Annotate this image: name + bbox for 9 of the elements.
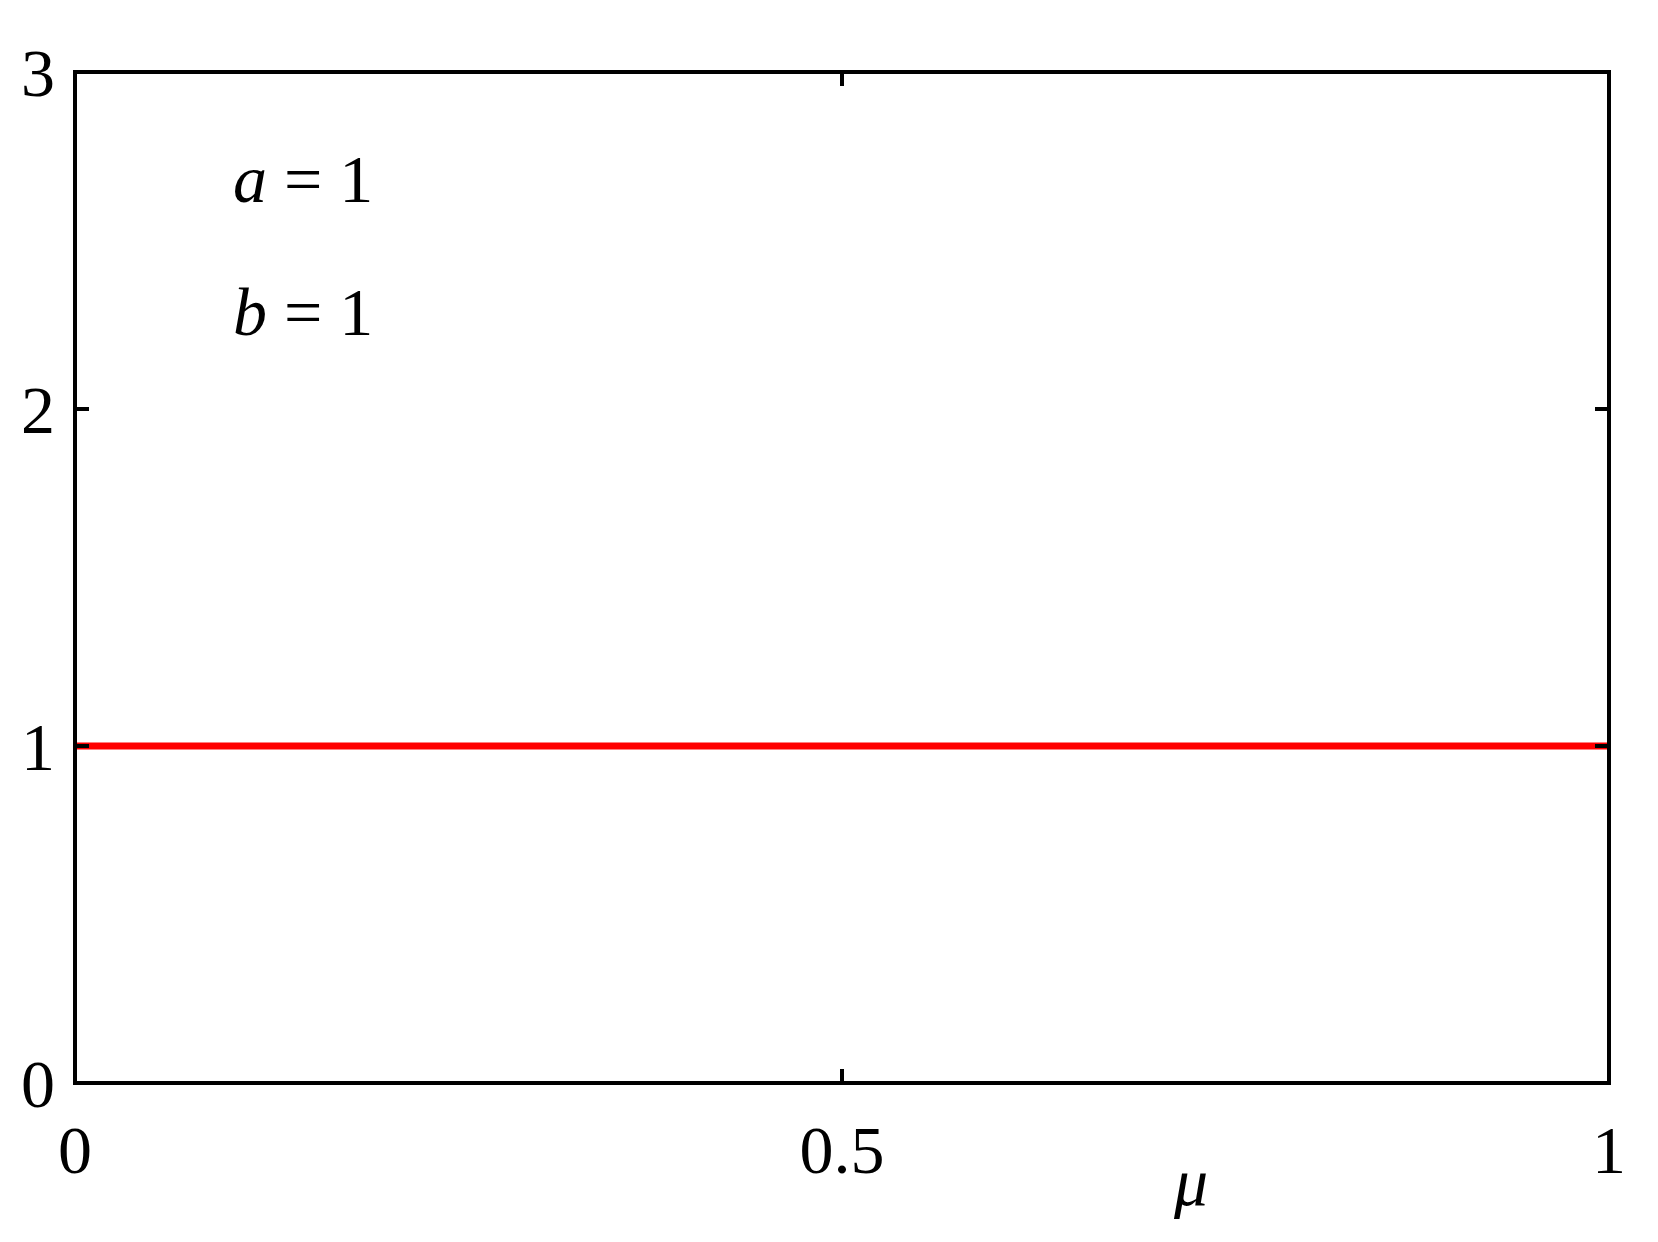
y-tick-label: 2	[21, 372, 55, 448]
x-axis-title: μ	[1172, 1144, 1209, 1220]
annotation: b = 1	[233, 274, 374, 350]
x-tick-label: 1	[1592, 1112, 1626, 1188]
y-tick-label: 3	[21, 35, 55, 111]
y-tick-label: 0	[21, 1046, 55, 1122]
annotation: a = 1	[233, 141, 374, 217]
x-tick-label: 0.5	[799, 1112, 885, 1188]
y-tick-label: 1	[21, 709, 55, 785]
